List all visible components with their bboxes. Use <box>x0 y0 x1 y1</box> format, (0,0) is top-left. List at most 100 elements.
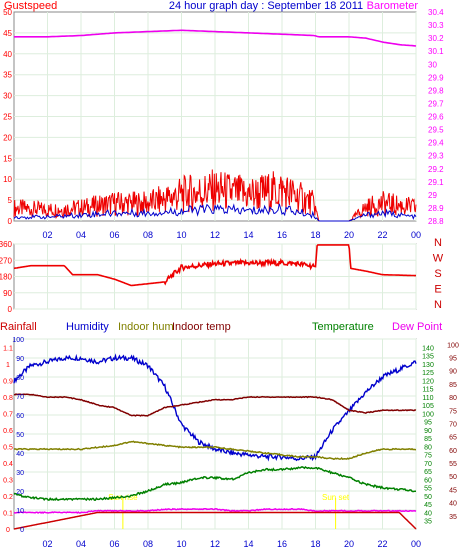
humidity-tick-label: 50 <box>16 432 24 439</box>
rain-tick-label: 0.6 <box>3 428 13 435</box>
temperature-tick-label: 120 <box>422 378 434 385</box>
time-tick-label: 08 <box>143 230 153 240</box>
time-tick-label: 04 <box>76 539 86 549</box>
baro-tick-label: 30.1 <box>428 47 444 56</box>
time-tick-label: 14 <box>243 539 253 549</box>
baro-tick-label: 29.4 <box>428 139 444 148</box>
gust-tick-label: 45 <box>3 29 12 38</box>
compass-label: W <box>433 253 444 265</box>
time-tick-label: 04 <box>76 230 86 240</box>
rainfall-label: Rainfall <box>0 321 37 333</box>
rain-series-line <box>13 511 417 530</box>
humidity-tick-label: 10 <box>16 508 24 515</box>
humidity-label: Humidity <box>66 321 109 333</box>
dewpoint-tick-label: 55 <box>449 461 457 468</box>
indoor_hum-series-line <box>13 440 416 461</box>
gust-tick-label: 40 <box>3 50 12 59</box>
temperature-tick-label: 110 <box>422 395 433 402</box>
dewpoint-tick-label: 95 <box>449 355 457 362</box>
time-tick-label: 22 <box>377 539 387 549</box>
baro-tick-label: 29.7 <box>428 99 444 108</box>
rain-tick-label: 1 <box>6 362 10 369</box>
temperature-tick-label: 105 <box>422 403 434 410</box>
humidity-tick-label: 90 <box>16 356 24 363</box>
time-tick-label: 10 <box>176 230 186 240</box>
dewpoint-series-line <box>13 507 417 514</box>
baro-tick-label: 29.2 <box>428 165 444 174</box>
humidity-tick-label: 60 <box>16 413 24 420</box>
gust-tick-label: 0 <box>8 217 13 226</box>
temperature-tick-label: 90 <box>424 428 432 435</box>
rain-tick-label: 0.3 <box>3 477 13 484</box>
baro-tick-label: 30.4 <box>428 8 444 17</box>
temperature-tick-label: 50 <box>424 494 432 501</box>
dewpoint-tick-label: 60 <box>449 448 457 455</box>
humidity-tick-label: 30 <box>16 470 24 477</box>
indoor-hum-label: Indoor hum <box>118 321 174 333</box>
baro-tick-label: 28.8 <box>428 217 444 226</box>
temperature-tick-label: 95 <box>424 420 432 427</box>
time-tick-label: 06 <box>109 539 119 549</box>
time-tick-label: 02 <box>42 230 52 240</box>
rain-tick-label: 0.7 <box>3 411 13 418</box>
time-tick-label: 16 <box>277 539 287 549</box>
direction-tick-label: 360 <box>0 240 13 249</box>
rain-tick-label: 0.4 <box>3 461 13 468</box>
dewpoint-tick-label: 45 <box>449 487 457 494</box>
wind-series-line <box>13 203 417 222</box>
rain-tick-label: 0.2 <box>3 494 13 501</box>
humidity-tick-label: 80 <box>16 375 24 382</box>
gust-tick-label: 30 <box>3 92 12 101</box>
baro-tick-label: 29.9 <box>428 73 444 82</box>
indoor-temp-label: Indoor temp <box>172 321 231 333</box>
temperature-tick-label: 70 <box>424 461 432 468</box>
time-tick-label: 22 <box>377 230 387 240</box>
gust-tick-label: 5 <box>8 196 13 205</box>
baro-tick-label: 30.3 <box>428 21 444 30</box>
compass-label: S <box>434 268 441 280</box>
time-tick-label: 16 <box>277 230 287 240</box>
barometer-series-line <box>14 29 417 47</box>
temperature-tick-label: 115 <box>422 387 433 394</box>
rain-tick-label: 0.9 <box>3 378 13 385</box>
temperature-series-line <box>13 466 416 502</box>
time-tick-label: 14 <box>243 230 253 240</box>
temperature-tick-label: 35 <box>424 519 432 526</box>
gust-tick-label: 50 <box>3 8 12 17</box>
dewpoint-label: Dew Point <box>392 321 442 333</box>
gust-tick-label: 15 <box>3 154 12 163</box>
time-tick-label: 06 <box>109 230 119 240</box>
rain-tick-label: 0.8 <box>3 395 13 402</box>
temperature-tick-label: 80 <box>424 444 432 451</box>
time-tick-label: 00 <box>411 539 421 549</box>
dewpoint-tick-label: 100 <box>447 342 459 349</box>
temperature-tick-label: 55 <box>424 486 432 493</box>
gust-tick-label: 20 <box>3 133 12 142</box>
time-tick-label: 10 <box>176 539 186 549</box>
baro-tick-label: 30.2 <box>428 34 444 43</box>
sunset-label: Sun set <box>322 493 350 502</box>
baro-tick-label: 29.6 <box>428 113 444 122</box>
baro-tick-label: 29.1 <box>428 178 444 187</box>
dewpoint-tick-label: 40 <box>449 501 457 508</box>
temperature-tick-label: 60 <box>424 477 432 484</box>
gust-tick-label: 35 <box>3 71 12 80</box>
rain-tick-label: 0.5 <box>3 444 13 451</box>
dewpoint-tick-label: 80 <box>449 395 457 402</box>
temperature-tick-label: 85 <box>424 436 432 443</box>
humidity-tick-label: 100 <box>12 337 24 344</box>
time-tick-label: 20 <box>344 230 354 240</box>
temperature-tick-label: 100 <box>422 411 434 418</box>
gust-tick-label: 10 <box>3 175 12 184</box>
humidity-tick-label: 20 <box>16 489 24 496</box>
direction-tick-label: 270 <box>0 256 13 265</box>
direction-tick-label: 90 <box>3 289 12 298</box>
baro-tick-label: 29.5 <box>428 126 444 135</box>
dewpoint-tick-label: 85 <box>449 382 457 389</box>
direction-series-line <box>13 244 416 287</box>
baro-tick-label: 30 <box>428 60 437 69</box>
indoor_temp-series-line <box>13 393 417 417</box>
time-tick-label: 18 <box>310 539 320 549</box>
dewpoint-tick-label: 90 <box>449 369 457 376</box>
